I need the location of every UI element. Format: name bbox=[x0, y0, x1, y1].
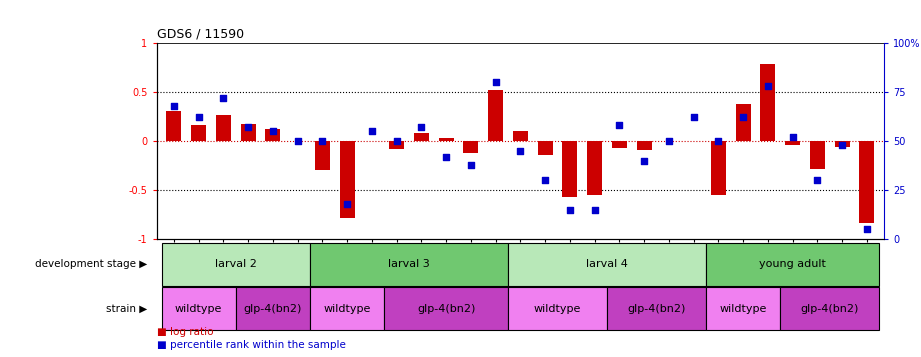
Bar bbox=[216, 115, 231, 141]
Text: larval 3: larval 3 bbox=[388, 259, 430, 269]
Point bbox=[588, 207, 602, 212]
Point bbox=[513, 148, 528, 154]
Bar bbox=[161, 287, 236, 330]
Bar bbox=[612, 141, 627, 148]
Point bbox=[488, 79, 503, 85]
Text: wildtype: wildtype bbox=[175, 304, 222, 314]
Bar bbox=[192, 125, 206, 141]
Bar bbox=[310, 287, 384, 330]
Point bbox=[167, 103, 181, 109]
Bar bbox=[390, 141, 404, 149]
Text: wildtype: wildtype bbox=[719, 304, 767, 314]
Text: development stage ▶: development stage ▶ bbox=[35, 259, 147, 269]
Bar bbox=[463, 141, 478, 153]
Point bbox=[290, 138, 305, 144]
Bar bbox=[761, 64, 775, 141]
Bar bbox=[340, 141, 355, 217]
Point bbox=[463, 162, 478, 167]
Bar bbox=[384, 287, 508, 330]
Bar bbox=[488, 90, 503, 141]
Bar bbox=[810, 141, 825, 169]
Text: young adult: young adult bbox=[759, 259, 826, 269]
Point bbox=[192, 115, 206, 120]
Bar bbox=[508, 243, 706, 286]
Bar bbox=[711, 141, 726, 195]
Text: strain ▶: strain ▶ bbox=[106, 304, 147, 314]
Bar bbox=[706, 243, 880, 286]
Bar bbox=[780, 287, 880, 330]
Bar bbox=[236, 287, 310, 330]
Point bbox=[216, 95, 231, 101]
Point bbox=[563, 207, 577, 212]
Bar bbox=[588, 141, 602, 195]
Point bbox=[265, 128, 280, 134]
Bar bbox=[508, 287, 607, 330]
Bar bbox=[414, 133, 429, 141]
Point bbox=[340, 201, 355, 207]
Text: larval 4: larval 4 bbox=[586, 259, 628, 269]
Bar bbox=[315, 141, 330, 170]
Point bbox=[414, 125, 429, 130]
Point bbox=[661, 138, 676, 144]
Bar bbox=[859, 141, 874, 223]
Text: wildtype: wildtype bbox=[323, 304, 371, 314]
Text: glp-4(bn2): glp-4(bn2) bbox=[417, 304, 475, 314]
Text: glp-4(bn2): glp-4(bn2) bbox=[244, 304, 302, 314]
Bar bbox=[636, 141, 651, 150]
Bar bbox=[538, 141, 553, 155]
Bar bbox=[786, 141, 800, 145]
Bar bbox=[167, 111, 181, 141]
Text: glp-4(bn2): glp-4(bn2) bbox=[627, 304, 685, 314]
Point bbox=[810, 177, 824, 183]
Bar bbox=[563, 141, 577, 197]
Point bbox=[390, 138, 404, 144]
Bar bbox=[161, 243, 310, 286]
Point bbox=[736, 115, 751, 120]
Bar bbox=[834, 141, 849, 147]
Text: ■ percentile rank within the sample: ■ percentile rank within the sample bbox=[157, 340, 345, 350]
Bar bbox=[310, 243, 508, 286]
Point bbox=[636, 158, 651, 164]
Bar bbox=[265, 129, 280, 141]
Bar bbox=[240, 124, 255, 141]
Point bbox=[761, 83, 775, 89]
Point bbox=[365, 128, 379, 134]
Point bbox=[315, 138, 330, 144]
Point bbox=[786, 134, 800, 140]
Point bbox=[859, 227, 874, 232]
Text: ■ log ratio: ■ log ratio bbox=[157, 327, 213, 337]
Bar bbox=[706, 287, 780, 330]
Point bbox=[612, 122, 626, 128]
Point bbox=[438, 154, 453, 160]
Bar bbox=[513, 131, 528, 141]
Bar bbox=[607, 287, 706, 330]
Point bbox=[686, 115, 701, 120]
Text: glp-4(bn2): glp-4(bn2) bbox=[800, 304, 859, 314]
Point bbox=[834, 142, 849, 148]
Text: GDS6 / 11590: GDS6 / 11590 bbox=[157, 27, 244, 40]
Point bbox=[711, 138, 726, 144]
Point bbox=[240, 125, 255, 130]
Point bbox=[538, 177, 553, 183]
Bar bbox=[736, 104, 751, 141]
Text: wildtype: wildtype bbox=[534, 304, 581, 314]
Text: larval 2: larval 2 bbox=[215, 259, 257, 269]
Bar bbox=[438, 138, 453, 141]
